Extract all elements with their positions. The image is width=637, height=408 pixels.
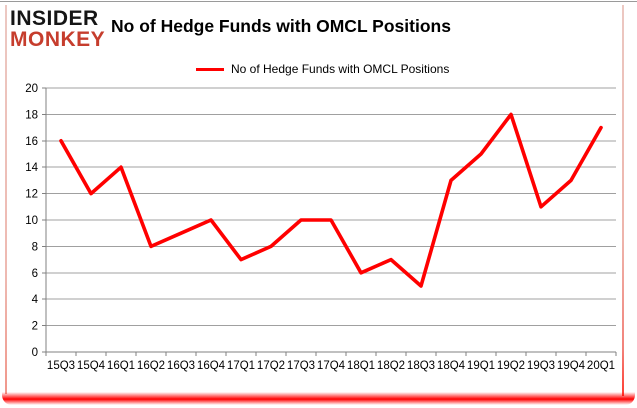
legend-label: No of Hedge Funds with OMCL Positions <box>231 62 450 76</box>
y-axis-label: 4 <box>32 294 39 306</box>
right-border-line <box>622 5 624 396</box>
x-axis-label: 19Q2 <box>497 360 525 372</box>
x-axis-label: 15Q4 <box>77 360 106 372</box>
x-axis-label: 16Q2 <box>137 360 165 372</box>
insider-monkey-logo: INSIDER MONKEY <box>10 8 105 50</box>
x-axis-label: 15Q3 <box>47 360 75 372</box>
y-axis-label: 18 <box>25 109 38 121</box>
x-axis-label: 16Q4 <box>197 360 226 372</box>
chart-legend: No of Hedge Funds with OMCL Positions <box>196 62 449 76</box>
y-axis-label: 16 <box>25 136 38 148</box>
x-axis-label: 19Q3 <box>527 360 555 372</box>
legend-line-swatch <box>196 67 224 71</box>
y-axis-label: 8 <box>32 241 38 253</box>
left-border-line <box>5 5 7 394</box>
x-axis-label: 16Q1 <box>107 360 135 372</box>
x-axis-label: 17Q2 <box>257 360 285 372</box>
x-axis-label: 19Q4 <box>557 360 586 372</box>
x-axis-label: 17Q3 <box>287 360 315 372</box>
y-axis-label: 12 <box>25 189 38 201</box>
chart-title: No of Hedge Funds with OMCL Positions <box>111 16 451 36</box>
y-axis-label: 2 <box>32 321 38 333</box>
data-series-line <box>59 112 603 288</box>
y-axis-label: 20 <box>25 83 38 95</box>
top-border-line <box>0 1 637 2</box>
y-axis-label: 0 <box>32 347 38 359</box>
x-axis-label: 18Q3 <box>407 360 435 372</box>
bottom-border-glow <box>2 392 635 405</box>
x-axis-label: 18Q2 <box>377 360 405 372</box>
x-axis-label: 18Q1 <box>347 360 375 372</box>
x-axis-label: 18Q4 <box>437 360 466 372</box>
y-axis-label: 6 <box>32 268 38 280</box>
y-axis-label: 10 <box>25 215 38 227</box>
logo-text-monkey: MONKEY <box>10 28 106 51</box>
x-axis-label: 17Q4 <box>317 360 346 372</box>
x-axis-label: 16Q3 <box>167 360 195 372</box>
y-axis-label: 14 <box>25 162 38 174</box>
logo-text-insider: INSIDER <box>10 7 99 30</box>
x-axis-label: 17Q1 <box>227 360 255 372</box>
x-axis-label: 19Q1 <box>467 360 495 372</box>
x-axis-label: 20Q1 <box>587 360 615 372</box>
